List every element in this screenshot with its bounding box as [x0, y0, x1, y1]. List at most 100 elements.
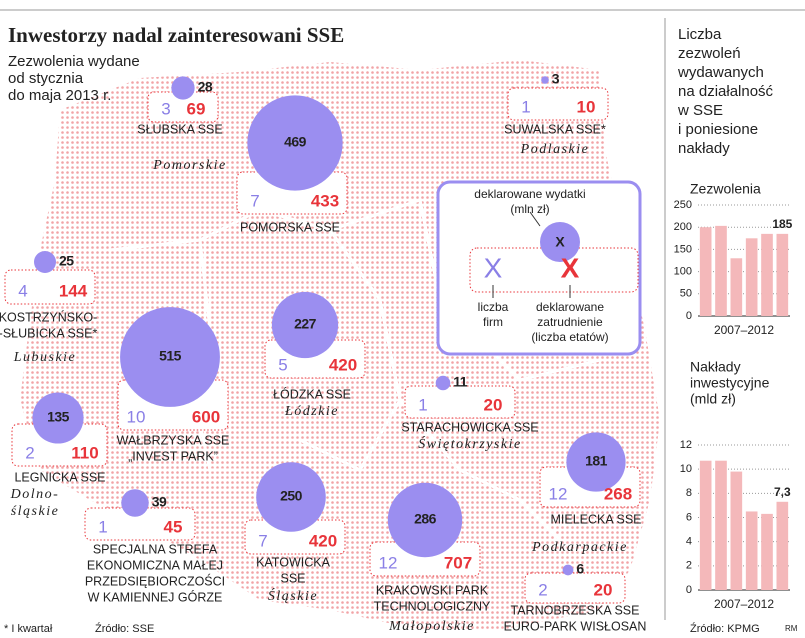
- bar: [776, 233, 789, 316]
- zone-name: SPECJALNA STREFA: [93, 542, 218, 556]
- side-title: i poniesione: [678, 121, 758, 138]
- zone-name: MIELECKA SSE: [550, 512, 641, 526]
- bar: [730, 258, 743, 316]
- y-tick-label: 10: [680, 463, 692, 475]
- legend-symbol: X: [555, 234, 565, 250]
- zone-name: „INVEST PARK”: [128, 449, 218, 463]
- jobs-value: 144: [59, 281, 88, 300]
- legend-label: (mln zł): [510, 202, 549, 216]
- zone-name: POMORSKA SSE: [240, 220, 340, 234]
- jobs-value: 20: [594, 580, 613, 599]
- zone-box: [507, 87, 609, 121]
- value-label: 185: [772, 217, 792, 231]
- zone-name: SSE: [280, 571, 305, 585]
- zone-name: EURO-PARK WISŁOSAN: [504, 619, 647, 633]
- side-title: Liczba: [678, 26, 722, 43]
- bubble: [247, 95, 343, 191]
- zone-name: STARACHOWICKA SSE: [401, 420, 538, 434]
- bubble: [32, 392, 84, 444]
- bubble-value: 135: [47, 409, 70, 425]
- bar: [699, 227, 712, 316]
- region-name: Podlaskie: [520, 142, 590, 157]
- firms-value: 2: [25, 443, 34, 462]
- legend-symbol: X: [561, 252, 580, 283]
- author: RM: [785, 624, 798, 633]
- chart-title: (mld zł): [690, 391, 736, 407]
- legend-bubble: [540, 222, 580, 262]
- chart-title: Nakłady: [690, 359, 741, 375]
- side-title: zezwoleń: [678, 45, 741, 62]
- region-name: Podkarpackie: [531, 540, 628, 555]
- firms-value: 10: [127, 407, 146, 426]
- bubble-value: 515: [159, 348, 182, 364]
- jobs-value: 600: [192, 407, 220, 426]
- jobs-value: 707: [444, 553, 472, 572]
- jobs-value: 268: [604, 484, 632, 503]
- zone-name: KRAKOWSKI PARK: [376, 583, 489, 597]
- region-name: Świętokrzyskie: [418, 435, 521, 452]
- bar: [715, 225, 727, 316]
- y-tick-label: 0: [686, 584, 692, 596]
- zone-box: [524, 572, 626, 604]
- region-name: Małopolskie: [388, 619, 475, 634]
- x-axis-label: 2007–2012: [714, 323, 774, 337]
- y-tick-label: 150: [674, 243, 692, 255]
- y-tick-label: 250: [674, 199, 692, 211]
- bar: [699, 460, 712, 590]
- region-name: śląskie: [11, 504, 60, 519]
- zone-name: SUWALSKA SSE*: [504, 122, 606, 136]
- bubble: [566, 432, 626, 492]
- subtitle: od stycznia: [8, 70, 84, 87]
- side-title: wydawanych: [677, 64, 764, 81]
- zone-name: ŁÓDZKA SSE: [273, 386, 351, 401]
- bubble: [121, 489, 149, 517]
- subtitle: Zezwolenia wydane: [8, 53, 140, 70]
- jobs-value: 45: [164, 517, 183, 536]
- bubble-value: 250: [280, 488, 303, 504]
- bubble: [435, 375, 451, 391]
- zone-name: KATOWICKA: [256, 555, 331, 569]
- firms-value: 7: [250, 191, 259, 210]
- bubble: [120, 307, 220, 407]
- bubble-value: 181: [585, 453, 608, 469]
- legend-label: liczba: [478, 300, 509, 314]
- y-tick-label: 12: [680, 439, 692, 451]
- bubble-value: 25: [59, 253, 74, 269]
- bar: [745, 238, 758, 316]
- bubble-value: 286: [414, 511, 437, 527]
- value-label: 7,3: [774, 485, 791, 499]
- bar: [745, 511, 758, 590]
- y-tick-label: 200: [674, 221, 692, 233]
- side-title: nakłady: [678, 140, 730, 157]
- y-tick-label: 4: [686, 536, 692, 548]
- zone-name: EKONOMICZNA MAŁEJ: [87, 558, 223, 572]
- bubble-value: 469: [284, 134, 307, 150]
- firms-value: 2: [538, 580, 547, 599]
- bar: [761, 513, 773, 590]
- jobs-value: 10: [577, 97, 596, 116]
- region-name: Dolno-: [10, 487, 60, 502]
- footnote: * I kwartał: [4, 623, 53, 635]
- zone-name: WAŁBRZYSKA SSE: [117, 433, 230, 447]
- jobs-value: 110: [71, 443, 98, 462]
- zone-box: [11, 423, 108, 467]
- firms-value: 12: [549, 484, 568, 503]
- bubble-value: 3: [552, 71, 560, 87]
- bubble: [34, 251, 56, 273]
- legend-label: deklarowane wydatki: [474, 187, 585, 201]
- bubble-value: 6: [576, 561, 584, 577]
- zone-name: KOSTRZYŃSKO-: [0, 309, 97, 324]
- zone-box: [404, 385, 516, 419]
- bar: [730, 471, 743, 590]
- firms-value: 7: [258, 531, 267, 550]
- zone-name: TARNOBRZESKA SSE: [511, 603, 640, 617]
- zone-name: W KAMIENNEJ GÓRZE: [88, 589, 223, 604]
- region-name: Śląskie: [268, 587, 318, 604]
- jobs-value: 20: [484, 395, 503, 414]
- chart-title: Zezwolenia: [690, 181, 761, 197]
- jobs-value: 420: [309, 531, 337, 550]
- y-tick-label: 6: [686, 511, 692, 523]
- bubble-value: 11: [453, 374, 468, 390]
- legend-label: zatrudnienie: [537, 315, 603, 329]
